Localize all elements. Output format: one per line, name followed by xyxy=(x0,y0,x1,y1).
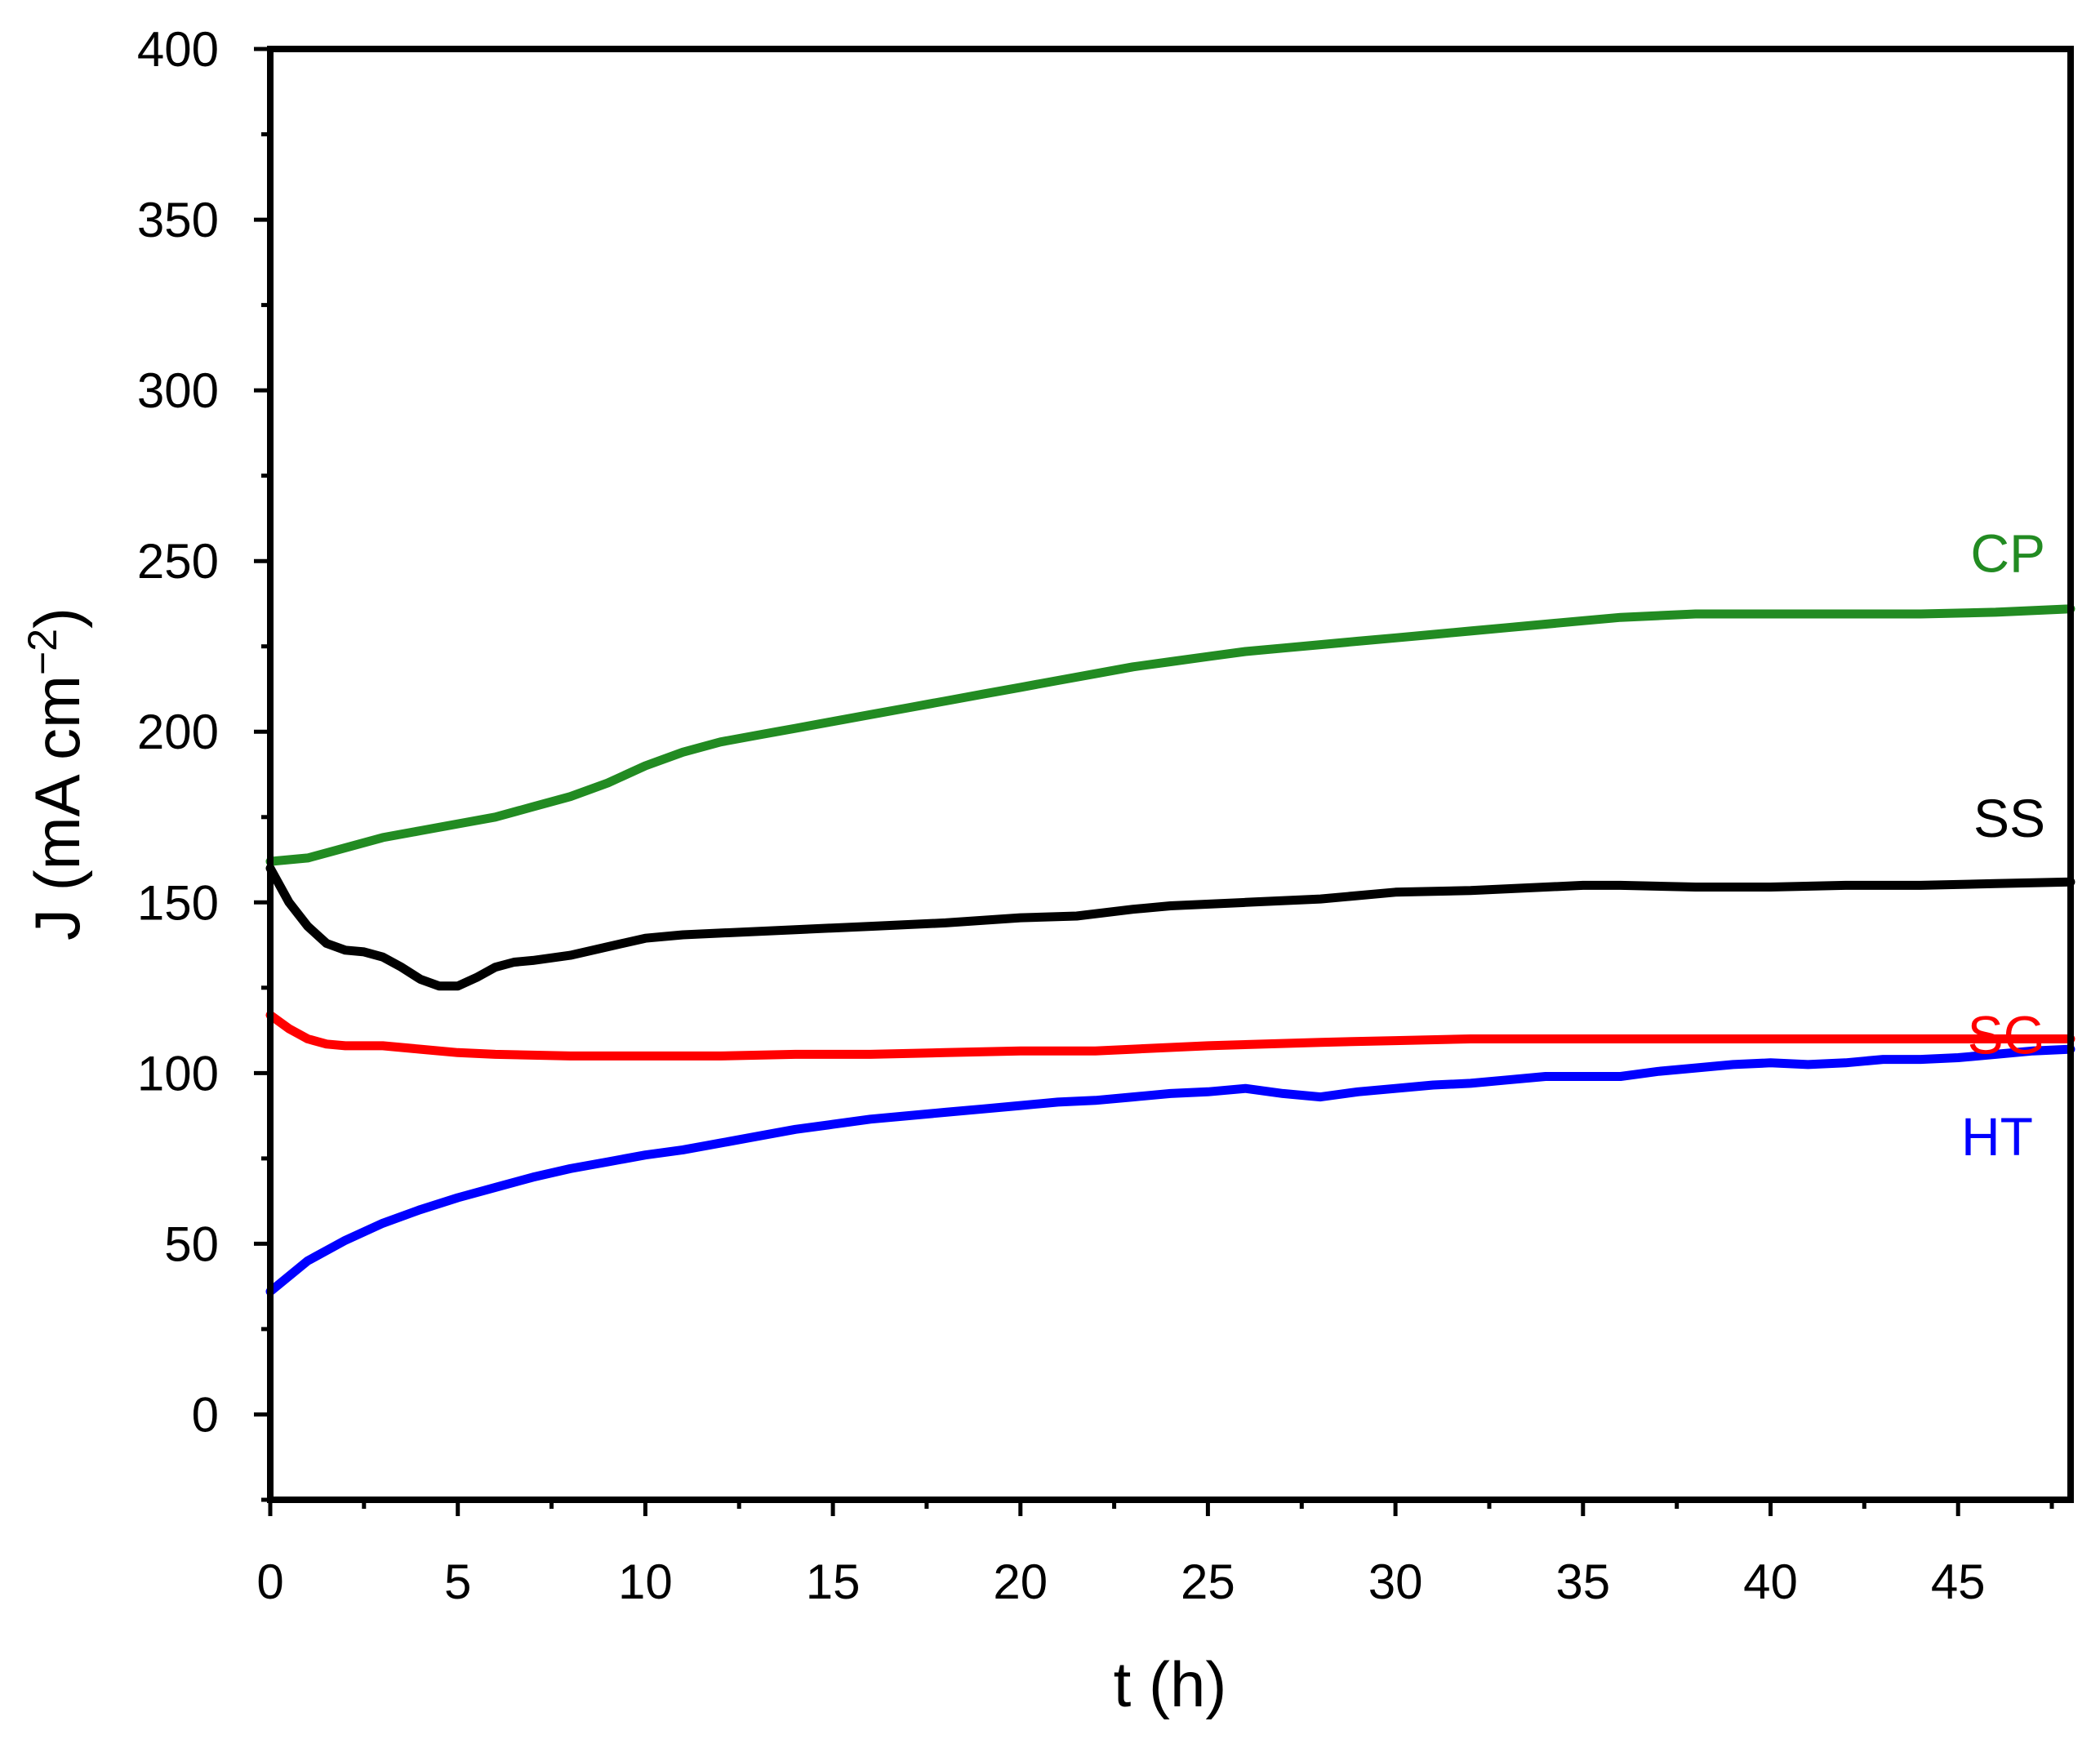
y-tick-label: 300 xyxy=(137,363,219,418)
y-axis: 0 50 100 150 200 250 300 350 400 xyxy=(137,22,270,1502)
series-label-cp: CP xyxy=(1970,523,2045,584)
y-axis-title-superscript: −2 xyxy=(20,629,65,675)
x-tick-label: 5 xyxy=(444,1554,471,1609)
series-label-sg: SG xyxy=(1968,1005,2045,1065)
y-tick-label: 350 xyxy=(137,193,219,247)
x-tick-label: 45 xyxy=(1931,1554,1986,1609)
series-line-sg xyxy=(265,1010,2076,1061)
y-tick-label: 150 xyxy=(137,875,219,930)
series-line-cp xyxy=(265,604,2076,866)
y-tick-label: 200 xyxy=(137,705,219,759)
x-tick-label: 25 xyxy=(1181,1554,1235,1609)
y-tick-label: 250 xyxy=(137,534,219,589)
series-label-layer: CP SS SG HT xyxy=(1961,523,2045,1167)
y-tick-label: 50 xyxy=(164,1216,219,1271)
plot-frame xyxy=(267,46,2074,1503)
series-line-ht xyxy=(265,1044,2076,1296)
series-line-ss xyxy=(265,864,2076,991)
x-axis: 0 5 10 15 20 25 30 35 40 45 xyxy=(256,1500,2054,1609)
y-tick-label: 100 xyxy=(137,1046,219,1101)
x-tick-label: 0 xyxy=(256,1554,283,1609)
y-axis-title-close: ) xyxy=(21,607,93,629)
series-label-ss: SS xyxy=(1973,788,2045,848)
x-tick-label: 20 xyxy=(993,1554,1048,1609)
x-tick-label: 15 xyxy=(806,1554,861,1609)
y-tick-label: 400 xyxy=(137,22,219,77)
y-axis-title-main: J (mA cm xyxy=(21,675,93,941)
x-axis-title: t (h) xyxy=(1114,1648,1227,1720)
series-layer xyxy=(265,604,2076,1296)
y-tick-label: 0 xyxy=(192,1388,219,1443)
x-tick-label: 10 xyxy=(618,1554,673,1609)
series-label-ht: HT xyxy=(1961,1106,2033,1167)
y-axis-title: J (mA cm−2) xyxy=(20,607,93,941)
x-tick-label: 30 xyxy=(1368,1554,1423,1609)
x-tick-label: 35 xyxy=(1555,1554,1610,1609)
x-tick-label: 40 xyxy=(1743,1554,1798,1609)
